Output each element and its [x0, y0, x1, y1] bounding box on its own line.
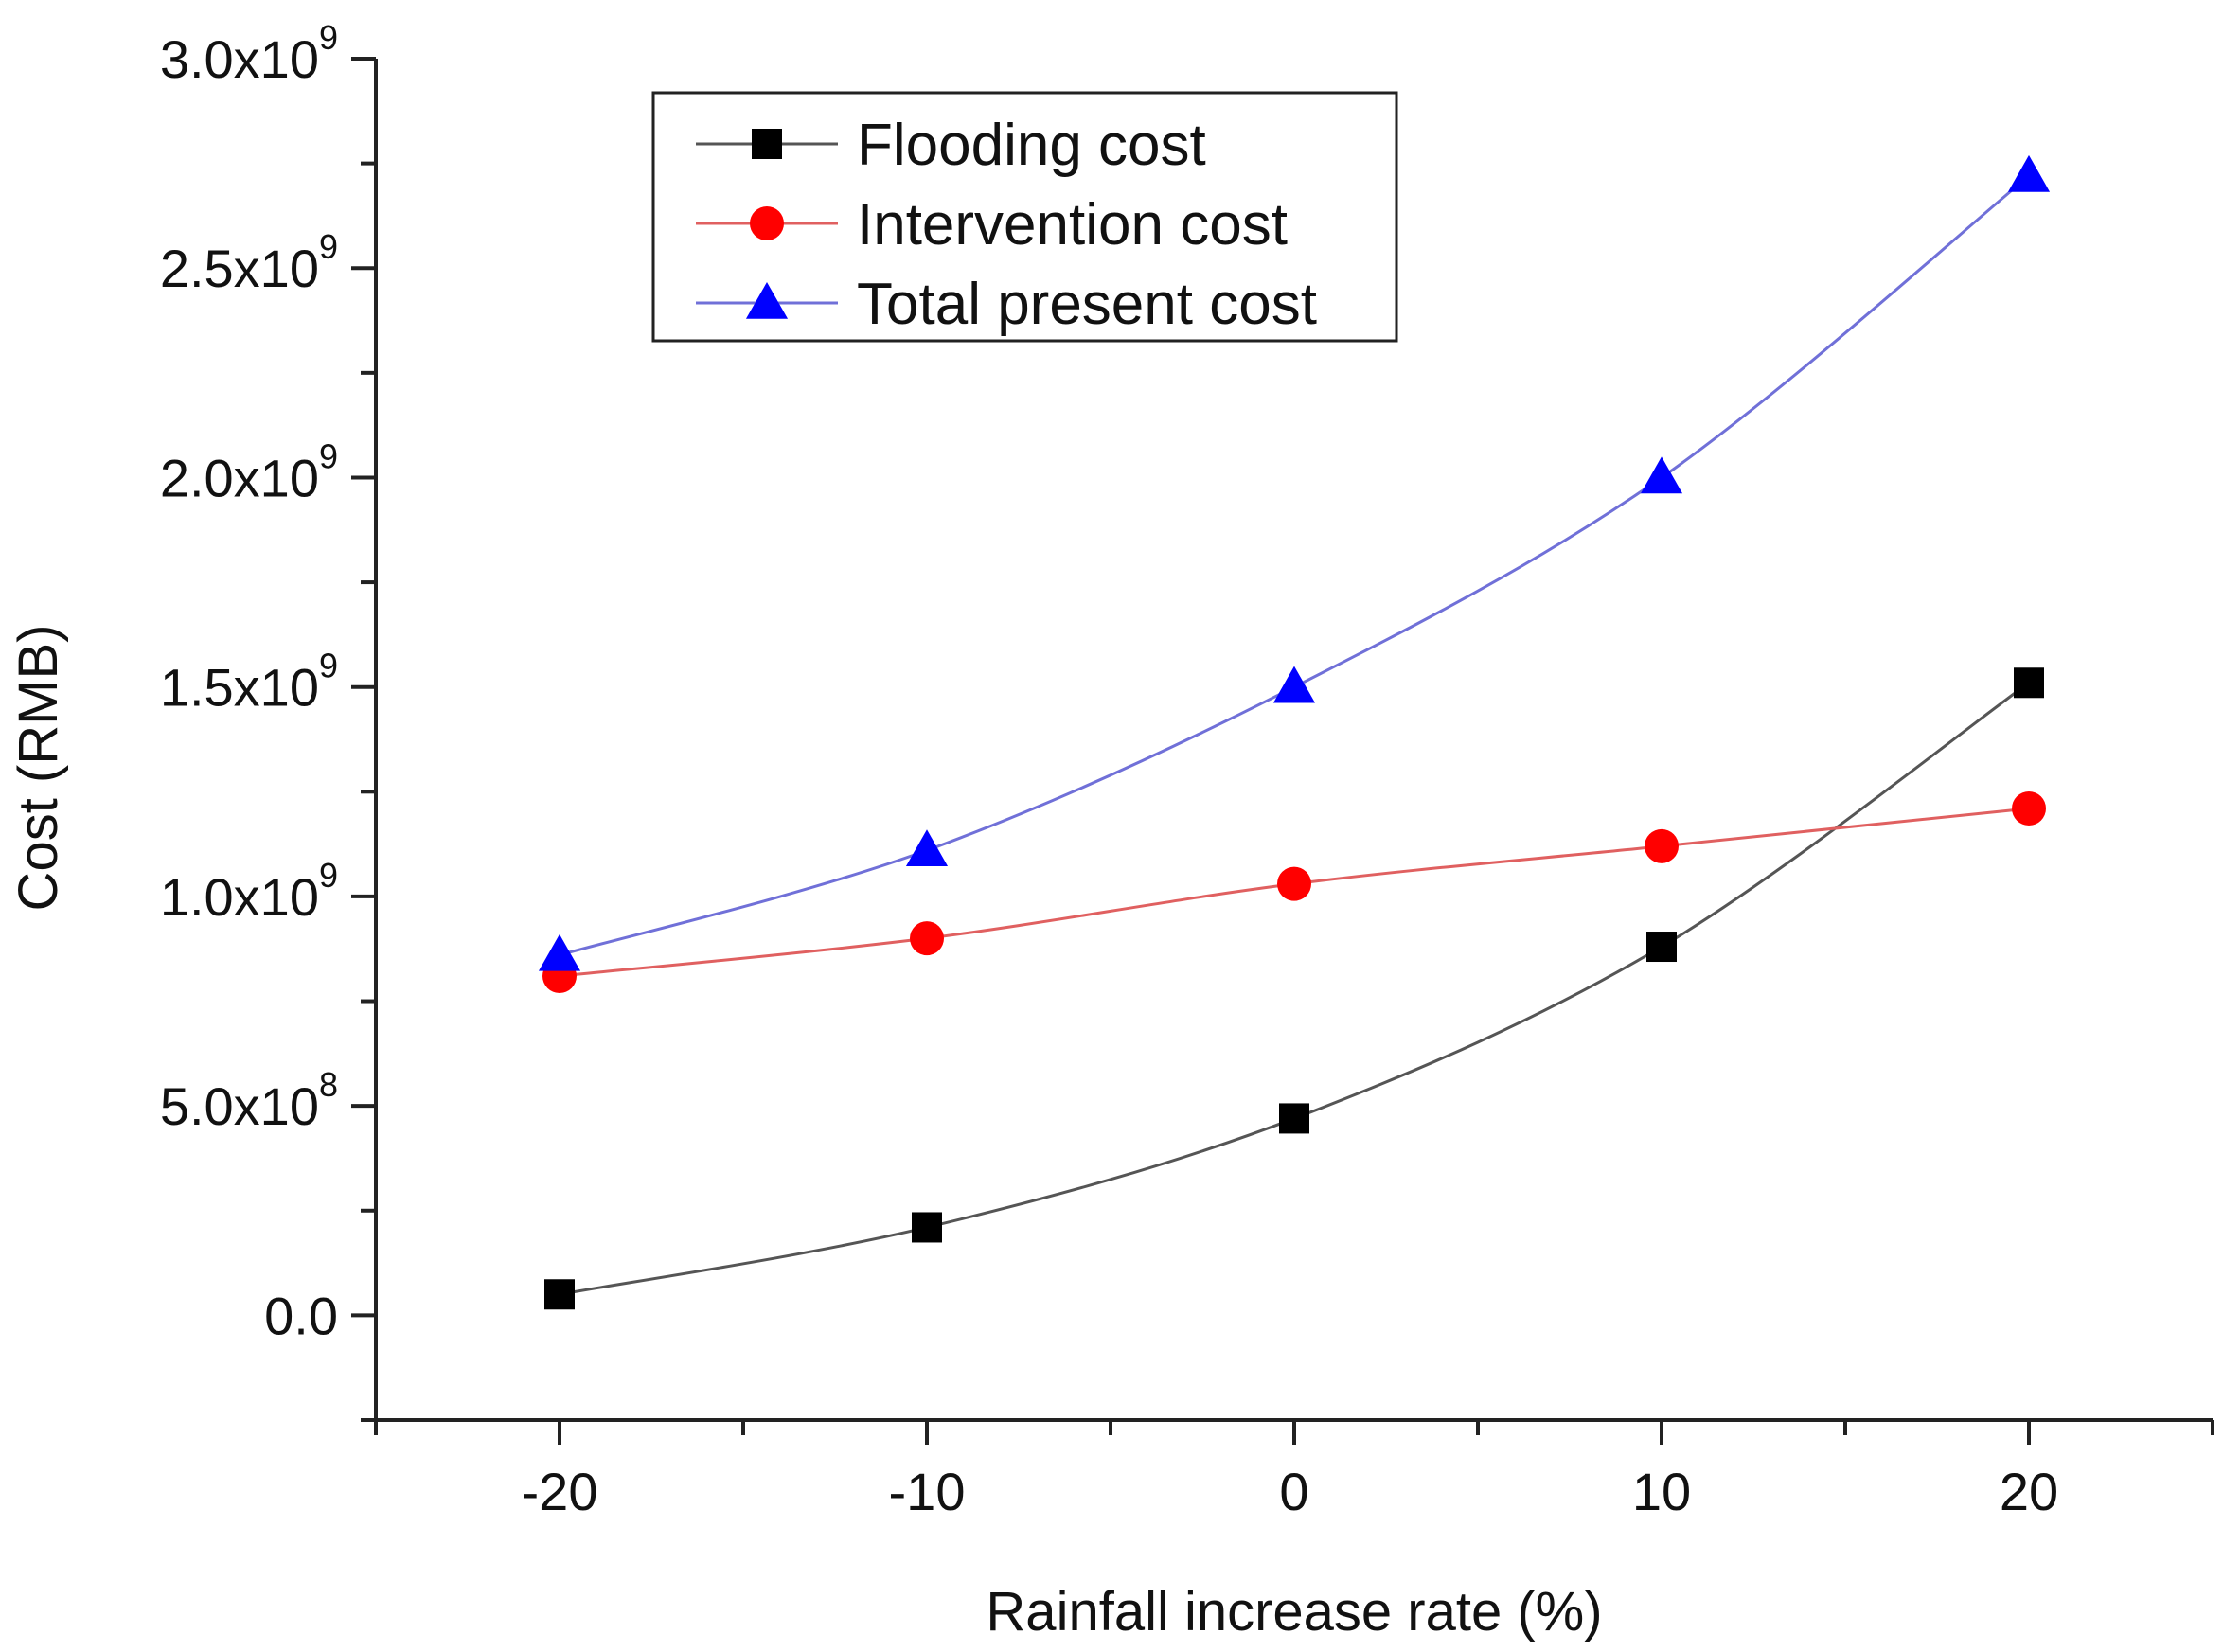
data-point	[2014, 667, 2044, 699]
x-axis-title: Rainfall increase rate (%)	[986, 1581, 1602, 1643]
y-tick-mantissa: 3.0x10	[160, 29, 319, 89]
data-point	[2007, 154, 2051, 192]
series-total-present-cost	[538, 154, 2051, 971]
legend-item: Intervention cost	[696, 192, 1288, 258]
x-tick-label: 10	[1632, 1462, 1691, 1521]
y-tick-mantissa: 5.0x10	[160, 1076, 319, 1136]
y-tick-mantissa: 1.0x10	[160, 867, 319, 927]
y-axis-title: Cost (RMB)	[8, 625, 69, 912]
legend-marker	[745, 281, 789, 319]
y-tick-exponent: 9	[319, 647, 338, 685]
legend-marker	[752, 129, 782, 159]
y-tick-exponent: 8	[319, 1065, 338, 1104]
data-point	[1277, 866, 1311, 901]
y-tick-label: 0.0	[264, 1286, 338, 1345]
x-tick-label: -10	[889, 1462, 966, 1521]
y-tick-label: 5.0x108	[160, 1065, 338, 1136]
y-tick-mantissa: 0.0	[264, 1286, 338, 1345]
axes: 0.05.0x1081.0x1091.5x1092.0x1092.5x1093.…	[160, 18, 2214, 1521]
data-point	[1279, 1103, 1309, 1134]
legend-label: Total present cost	[857, 272, 1317, 337]
y-tick-exponent: 9	[319, 18, 338, 57]
data-point	[1640, 456, 1683, 494]
data-point	[544, 1279, 575, 1310]
legend-label: Intervention cost	[857, 192, 1288, 258]
y-tick-label: 1.5x109	[160, 647, 338, 718]
y-tick-label: 1.0x109	[160, 856, 338, 927]
y-tick-label: 3.0x109	[160, 18, 338, 89]
data-point	[912, 1212, 942, 1243]
legend-item: Flooding cost	[696, 113, 1206, 178]
data-point	[1272, 666, 1316, 703]
y-tick-mantissa: 2.0x10	[160, 448, 319, 507]
y-tick-label: 2.5x109	[160, 227, 338, 298]
x-tick-label: 0	[1279, 1462, 1308, 1521]
series-intervention-cost	[542, 791, 2046, 993]
data-point	[1646, 932, 1677, 963]
data-point	[538, 933, 581, 971]
legend-label: Flooding cost	[857, 113, 1206, 178]
legend-marker	[750, 206, 784, 240]
x-tick-label: 20	[2000, 1462, 2058, 1521]
series-layer	[538, 154, 2051, 1310]
data-point	[905, 829, 949, 867]
x-tick-label: -20	[522, 1462, 598, 1521]
y-tick-exponent: 9	[319, 856, 338, 895]
data-point	[1645, 828, 1679, 863]
y-tick-label: 2.0x109	[160, 436, 338, 507]
data-point	[2012, 791, 2046, 826]
data-point	[910, 921, 944, 956]
y-tick-exponent: 9	[319, 227, 338, 266]
series-line	[559, 682, 2030, 1296]
legend-item: Total present cost	[696, 272, 1317, 337]
y-tick-exponent: 9	[319, 436, 338, 475]
y-tick-mantissa: 1.5x10	[160, 658, 319, 718]
series-flooding-cost	[544, 667, 2044, 1310]
y-tick-mantissa: 2.5x10	[160, 239, 319, 298]
legend: Flooding cost Intervention cost Total pres…	[651, 91, 1398, 343]
